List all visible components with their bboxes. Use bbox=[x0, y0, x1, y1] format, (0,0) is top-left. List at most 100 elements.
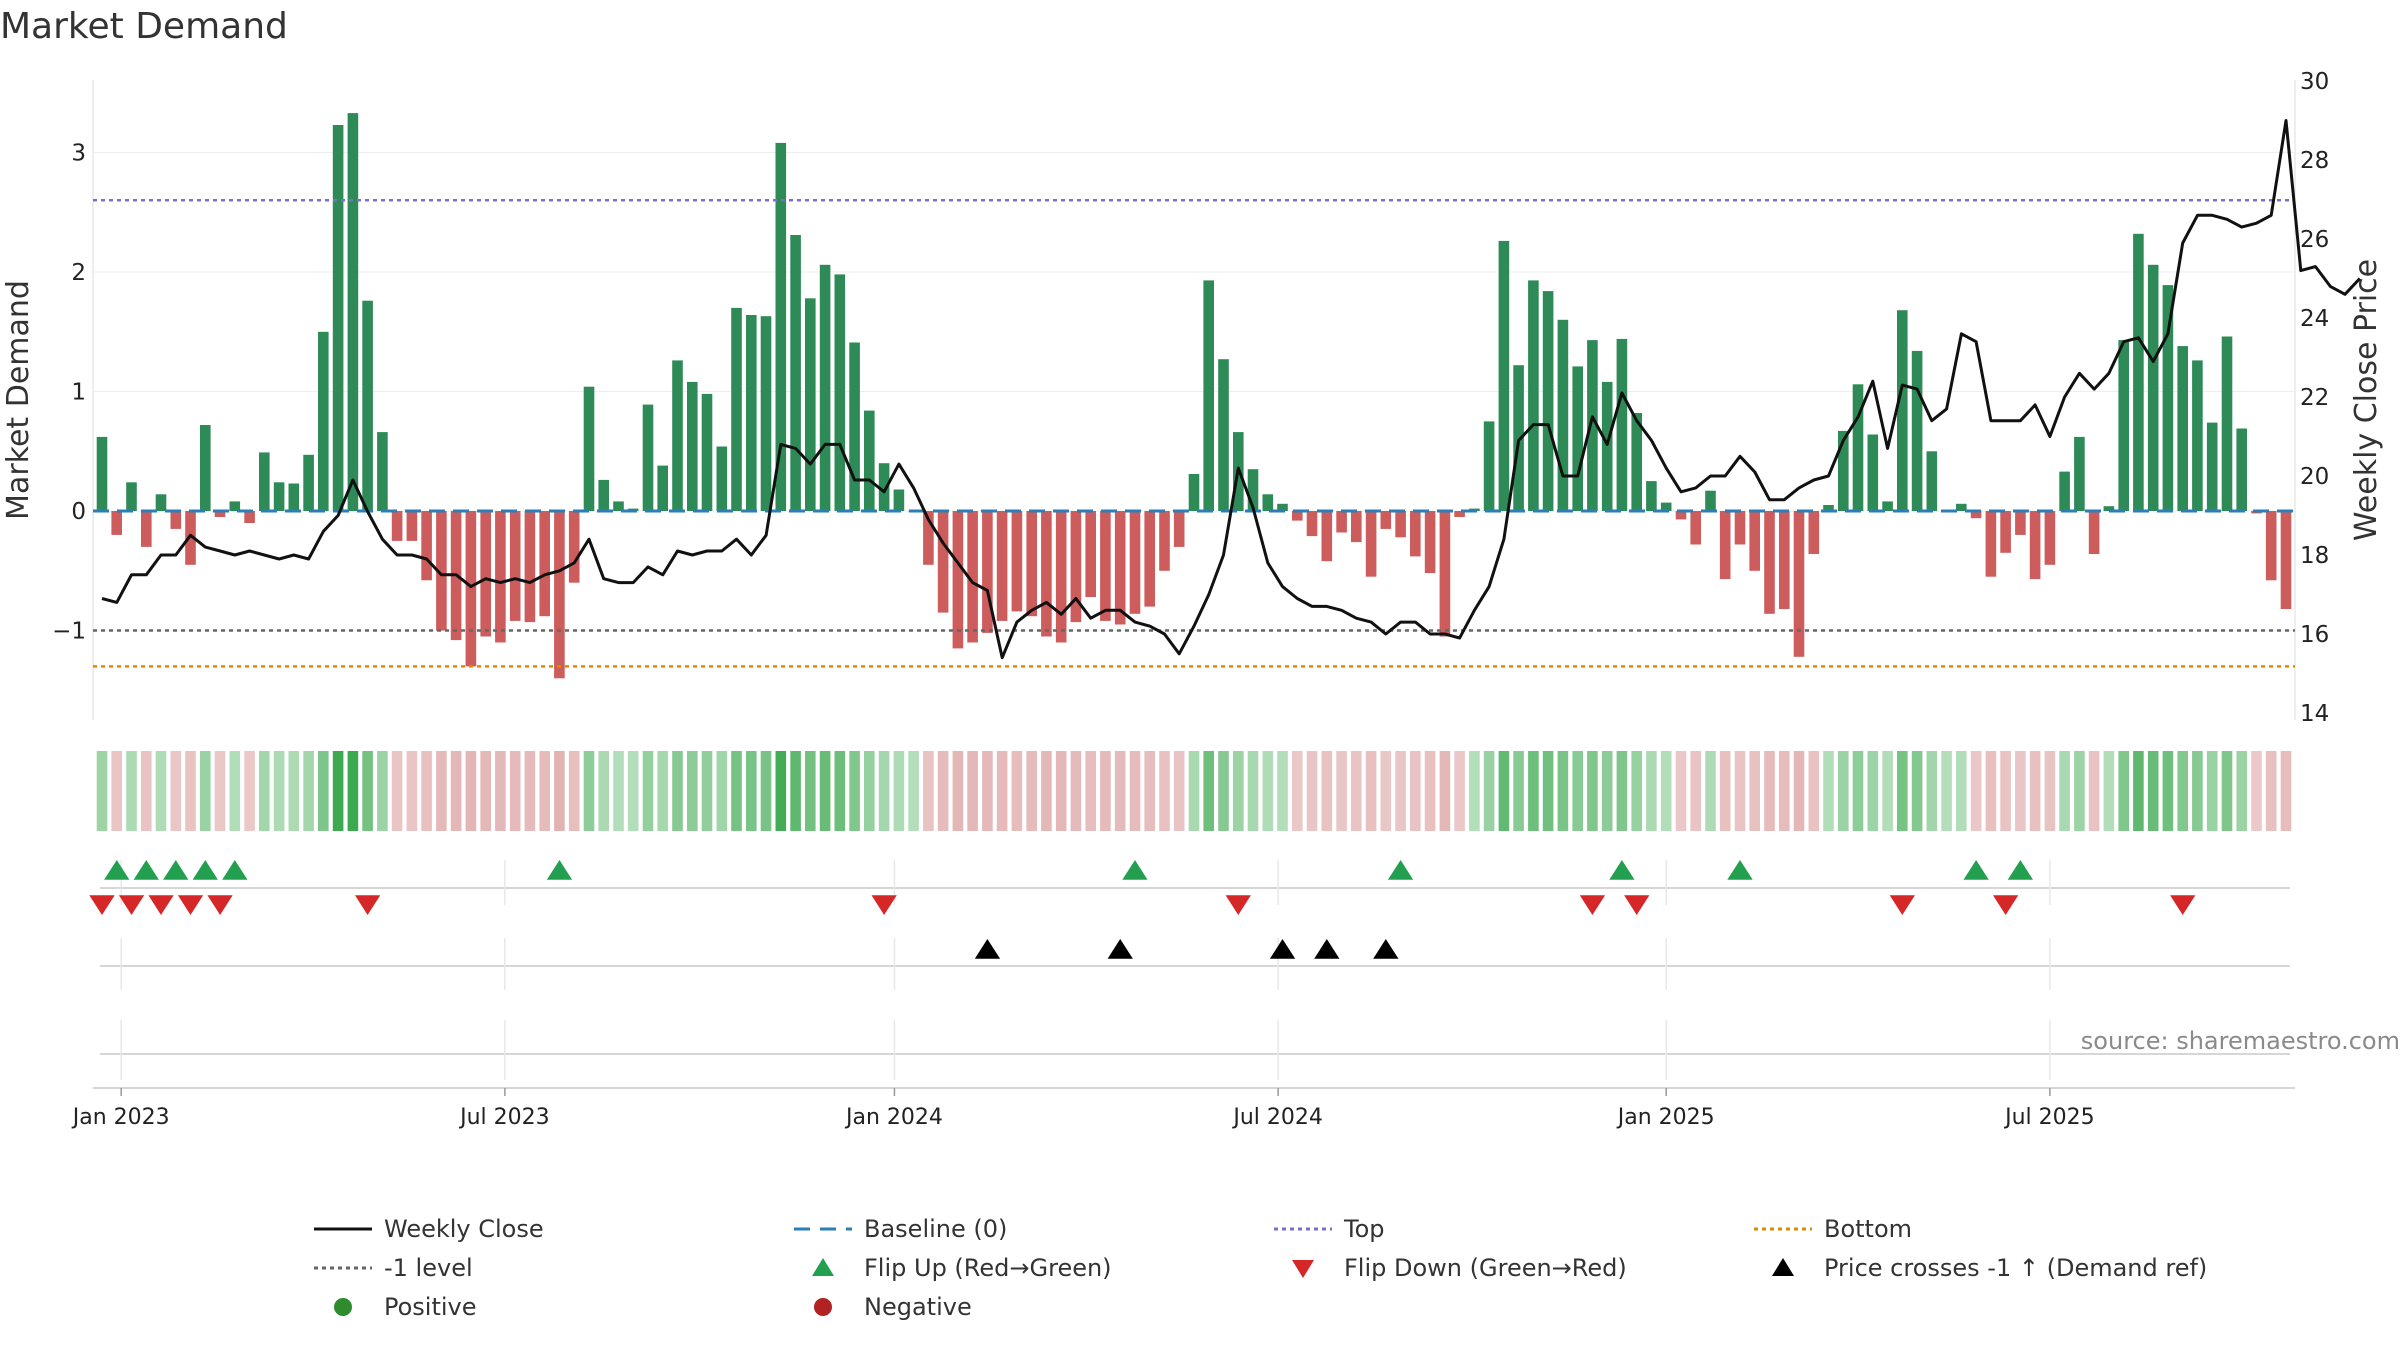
demand-bar bbox=[362, 300, 373, 511]
y-tick-label: −1 bbox=[52, 619, 86, 645]
demand-bar bbox=[1277, 503, 1288, 511]
demand-bar bbox=[1587, 340, 1598, 511]
demand-bar bbox=[1055, 511, 1067, 643]
demand-bar bbox=[480, 511, 491, 637]
heat-cell bbox=[347, 751, 359, 831]
demand-bar bbox=[1188, 474, 1200, 511]
heat-cell bbox=[613, 751, 624, 831]
heat-cell bbox=[524, 751, 536, 831]
heat-cell bbox=[495, 751, 506, 831]
demand-bar bbox=[554, 511, 565, 679]
heat-cell bbox=[1719, 751, 1731, 831]
heat-cell bbox=[1129, 751, 1141, 831]
heat-cell bbox=[1734, 751, 1746, 831]
heat-cell bbox=[1941, 751, 1952, 831]
flip-up-marker bbox=[546, 860, 573, 880]
heat-cell bbox=[2147, 751, 2159, 831]
demand-bar bbox=[893, 489, 905, 511]
flip-up-marker bbox=[1387, 860, 1414, 880]
heat-cell bbox=[1070, 751, 1082, 831]
demand-bar bbox=[1498, 240, 1510, 511]
demand-bar bbox=[509, 511, 521, 621]
heat-cell bbox=[141, 751, 152, 831]
legend-label: Bottom bbox=[1824, 1215, 1912, 1243]
heat-cell bbox=[126, 751, 137, 831]
heat-cell bbox=[2192, 751, 2203, 831]
demand-bar bbox=[1882, 501, 1893, 511]
heat-cell bbox=[1233, 751, 1244, 831]
heat-cell bbox=[421, 751, 432, 831]
heat-cell bbox=[229, 751, 241, 831]
demand-bar bbox=[1306, 511, 1318, 537]
demand-bar bbox=[1085, 511, 1096, 597]
flip-down-marker bbox=[2170, 895, 2196, 915]
demand-bar bbox=[126, 482, 137, 511]
heat-cell bbox=[2133, 751, 2144, 831]
heat-cell bbox=[849, 751, 860, 831]
demand-bar bbox=[819, 264, 831, 511]
demand-bar bbox=[967, 511, 978, 643]
heat-cell bbox=[1749, 751, 1760, 831]
heat-cell bbox=[1055, 751, 1067, 831]
heat-cell bbox=[893, 751, 905, 831]
demand-bar bbox=[96, 436, 108, 511]
demand-bar bbox=[1631, 413, 1642, 511]
demand-bar bbox=[1705, 490, 1716, 511]
demand-bar bbox=[760, 316, 772, 511]
heat-cell bbox=[598, 751, 609, 831]
demand-bar bbox=[1424, 511, 1436, 574]
heat-cell bbox=[2162, 751, 2174, 831]
heat-cell bbox=[1867, 751, 1879, 831]
heat-cell bbox=[2015, 751, 2026, 831]
demand-bar bbox=[937, 511, 949, 613]
demand-bar bbox=[2029, 511, 2041, 580]
demand-bar bbox=[1897, 310, 1908, 511]
heat-cell bbox=[2044, 751, 2056, 831]
flip-down-marker bbox=[89, 895, 115, 915]
x-tick-label: Jan 2024 bbox=[844, 1105, 943, 1130]
heat-cell bbox=[1306, 751, 1318, 831]
demand-bar bbox=[2265, 511, 2277, 581]
demand-bar bbox=[377, 432, 388, 511]
demand-bar bbox=[200, 425, 211, 511]
demand-bar bbox=[2103, 506, 2115, 511]
demand-bar bbox=[2162, 285, 2174, 511]
y-axis-ticks: −1 0 1 2 3 bbox=[52, 141, 86, 645]
demand-bar bbox=[288, 483, 300, 511]
y-axis-label: Market Demand bbox=[1, 280, 36, 520]
demand-bar bbox=[1779, 511, 1790, 609]
heat-cell bbox=[1454, 751, 1465, 831]
flip-down-marker bbox=[1889, 895, 1915, 915]
heat-cell bbox=[1247, 751, 1259, 831]
heat-cell bbox=[318, 751, 329, 831]
heat-cell bbox=[1380, 751, 1392, 831]
demand-bar bbox=[1247, 469, 1259, 511]
heat-cell bbox=[1026, 751, 1037, 831]
heat-cell bbox=[642, 751, 654, 831]
flip-down-marker bbox=[1624, 895, 1650, 915]
demand-bar bbox=[2236, 428, 2247, 511]
demand-bar bbox=[259, 452, 270, 511]
heat-cell bbox=[967, 751, 978, 831]
legend-label: Weekly Close bbox=[384, 1215, 544, 1243]
demand-bar bbox=[1292, 511, 1303, 521]
heat-cell bbox=[1469, 751, 1480, 831]
demand-bar bbox=[347, 113, 359, 511]
y-tick-label: 2 bbox=[71, 260, 86, 286]
flip-down-marker bbox=[177, 895, 204, 915]
heat-cell bbox=[1011, 751, 1023, 831]
heat-cell bbox=[1528, 751, 1539, 831]
y2-tick-label: 16 bbox=[2300, 622, 2329, 648]
heat-cell bbox=[465, 751, 477, 831]
demand-bar bbox=[1852, 384, 1864, 511]
demand-bar bbox=[982, 511, 993, 633]
flip-down-marker bbox=[871, 895, 897, 915]
heat-cell bbox=[2059, 751, 2070, 831]
heat-cell bbox=[2251, 751, 2262, 831]
demand-bar bbox=[746, 315, 757, 511]
heat-cell bbox=[583, 751, 595, 831]
demand-bar bbox=[421, 511, 432, 581]
demand-bar bbox=[2147, 264, 2159, 511]
x-tick-label: Jan 2025 bbox=[1616, 1105, 1715, 1130]
heat-cell bbox=[2000, 751, 2011, 831]
